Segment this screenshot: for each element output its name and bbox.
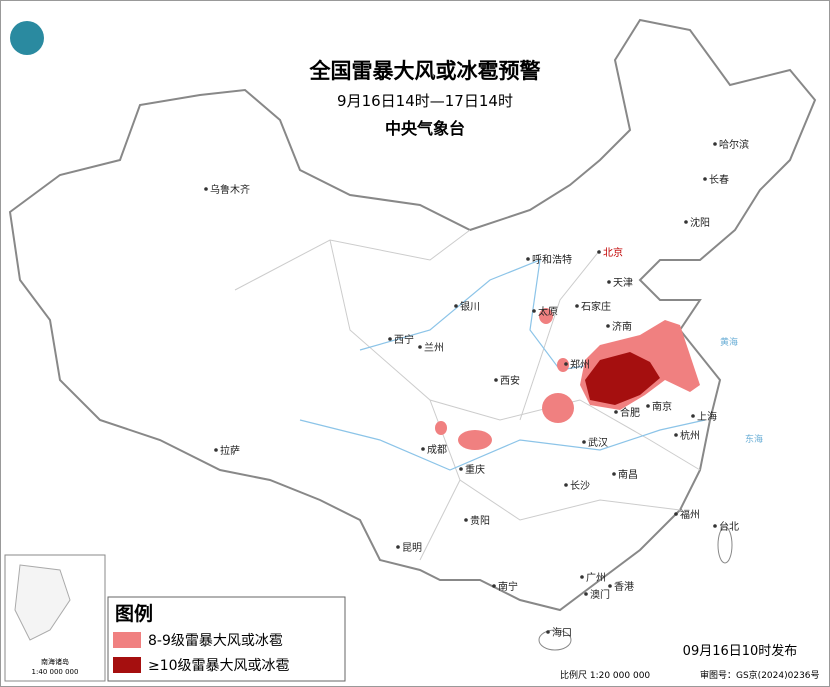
period: 9月16日14时—17日14时: [337, 92, 513, 110]
inset-scale: 1:40 000 000: [32, 668, 79, 676]
logo: [10, 21, 44, 55]
taiwan: [717, 526, 733, 564]
city-label: 兰州: [424, 341, 444, 354]
city-label: 澳门: [590, 588, 610, 601]
sea-label: 黄海: [720, 336, 738, 348]
city-dot: [494, 378, 498, 382]
city-dot: [674, 512, 678, 516]
city-dot: [674, 433, 678, 437]
city-label: 沈阳: [690, 216, 710, 229]
city-label: 石家庄: [581, 300, 611, 313]
city-dot: [580, 575, 584, 579]
city-dot: [713, 142, 717, 146]
warning-areas: [435, 308, 700, 450]
warning-area-light: [458, 430, 492, 450]
city-label: 香港: [614, 581, 634, 593]
city-dot: [684, 220, 688, 224]
agency: 中央气象台: [385, 119, 465, 138]
city-label: 银川: [460, 300, 480, 313]
city-label: 福州: [680, 508, 700, 521]
city-dot: [204, 187, 208, 191]
city-dot: [713, 524, 717, 528]
legend-item: 8-9级雷暴大风或冰雹: [148, 633, 283, 649]
city-label: 长春: [709, 174, 729, 186]
legend-box: [107, 596, 346, 682]
city-label: 台北: [719, 520, 739, 533]
city-label: 哈尔滨: [719, 138, 749, 151]
city-dot: [526, 257, 530, 261]
city-label: 武汉: [588, 436, 608, 449]
city-dot: [575, 304, 579, 308]
city-label: 成都: [427, 444, 447, 456]
city-dot: [606, 324, 610, 328]
city-label: 上海: [697, 410, 717, 423]
city-dot: [492, 584, 496, 588]
city-label: 西宁: [394, 333, 414, 346]
warning-area-light: [435, 421, 447, 435]
city-label: 郑州: [570, 358, 590, 371]
scale: 比例尺 1:20 000 000: [560, 669, 650, 681]
city-label: 昆明: [402, 542, 422, 554]
legend-swatch: [113, 632, 141, 648]
city-dot: [214, 448, 218, 452]
title: 全国雷暴大风或冰雹预警: [309, 59, 541, 83]
approval: 审图号：GS京(2024)0236号: [700, 669, 820, 681]
city-label: 南宁: [498, 580, 518, 593]
city-dot: [584, 592, 588, 596]
city-dot: [607, 280, 611, 284]
city-label: 南京: [652, 400, 672, 413]
city-dot: [454, 304, 458, 308]
city-label: 广州: [586, 572, 606, 584]
city-dot: [396, 545, 400, 549]
city-label: 太原: [538, 305, 558, 318]
city-dot: [388, 337, 392, 341]
city-dot: [582, 440, 586, 444]
city-label: 济南: [612, 320, 632, 333]
warning-area-light: [557, 358, 569, 372]
legend-item: ≥10级雷暴大风或冰雹: [148, 658, 290, 674]
city-dot: [564, 483, 568, 487]
city-dot: [459, 467, 463, 471]
sea-label: 东海: [745, 433, 763, 445]
city-dot: [608, 584, 612, 588]
inset-label: 南海诸岛: [41, 657, 69, 666]
city-label: 拉萨: [220, 444, 240, 457]
city-label: 西安: [500, 374, 520, 387]
legend-title: 图例: [115, 602, 153, 625]
city-label: 合肥: [620, 406, 640, 419]
city-dot: [597, 250, 601, 254]
city-label: 天津: [613, 277, 633, 289]
legend-swatch: [113, 657, 141, 673]
city-label: 杭州: [680, 429, 700, 442]
inset-map: [14, 564, 71, 641]
hainan: [538, 629, 572, 651]
city-dot: [421, 447, 425, 451]
city-dot: [532, 309, 536, 313]
city-label: 呼和浩特: [532, 254, 572, 266]
city-label: 乌鲁木齐: [210, 183, 250, 196]
warning-area-light: [539, 308, 553, 324]
city-label: 贵阳: [470, 514, 490, 527]
city-dot: [703, 177, 707, 181]
city-dot: [564, 362, 568, 366]
city-dot: [464, 518, 468, 522]
city-label: 南昌: [618, 468, 638, 481]
issued-time: 09月16日10时发布: [683, 643, 798, 659]
city-label: 重庆: [465, 463, 485, 476]
city-label: 长沙: [570, 480, 590, 492]
city-dot: [646, 404, 650, 408]
city-dot: [546, 630, 550, 634]
city-dot: [612, 472, 616, 476]
city-dot: [691, 414, 695, 418]
country-outline: [8, 18, 817, 612]
city-label: 北京: [603, 246, 623, 259]
province-borders: [234, 229, 701, 561]
warning-area-light: [542, 393, 574, 423]
warning-area-dark: [585, 352, 660, 405]
city-dot: [418, 345, 422, 349]
city-label: 海口: [552, 626, 572, 639]
city-dot: [614, 410, 618, 414]
